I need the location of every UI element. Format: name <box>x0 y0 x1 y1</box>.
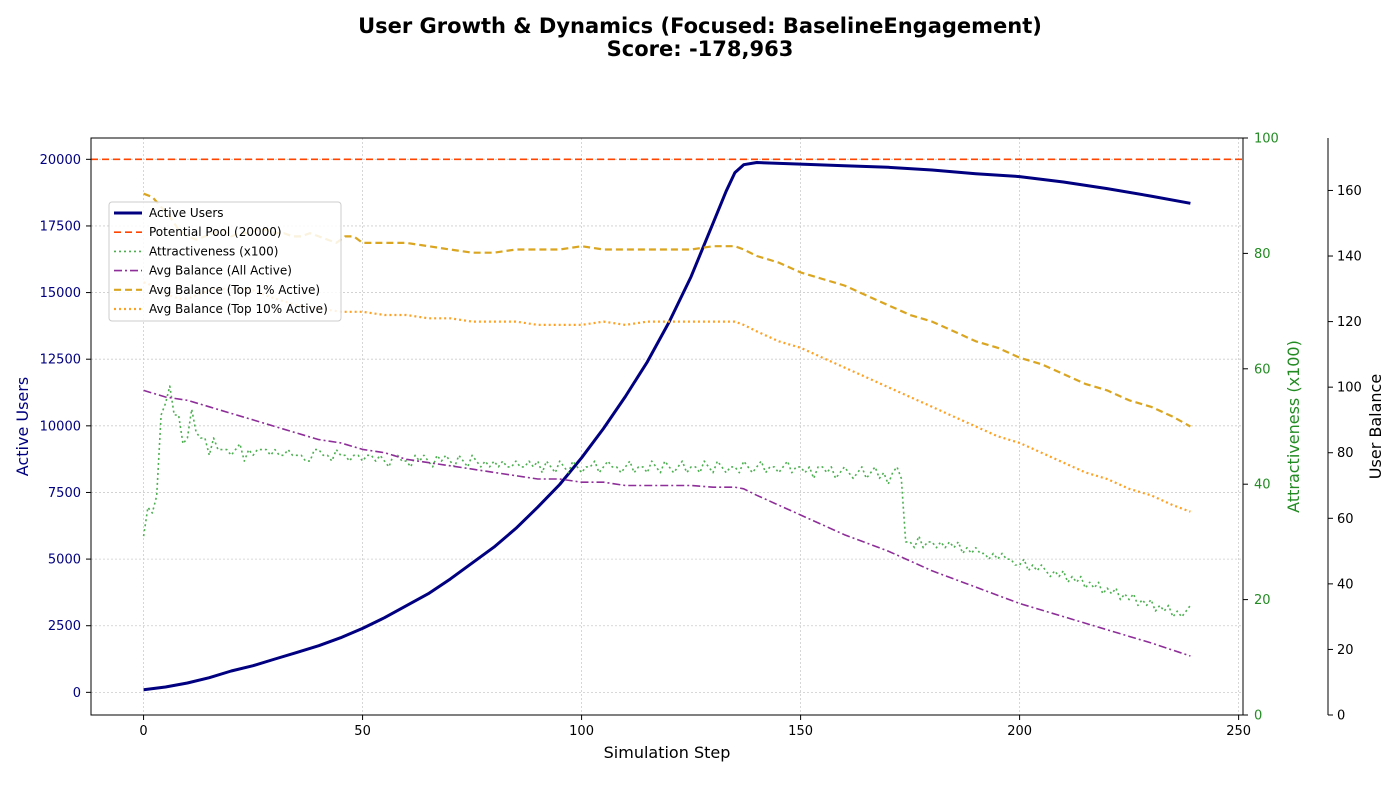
second-right-y-tick-label: 160 <box>1337 184 1362 199</box>
left-y-tick-label: 20000 <box>40 153 81 168</box>
grid-layer <box>91 138 1243 715</box>
right-y-tick-label: 0 <box>1254 709 1262 724</box>
x-tick-label: 0 <box>139 724 147 739</box>
second-right-y-tick-label: 140 <box>1337 250 1362 265</box>
second-right-y-axis-label: User Balance <box>1366 374 1385 479</box>
series-line-avg-balance-all-active <box>143 389 1191 657</box>
plot-frame <box>90 137 1244 716</box>
second-right-y-tick-label: 80 <box>1337 446 1354 461</box>
right-y-tick-label: 100 <box>1254 132 1279 147</box>
legend-label: Avg Balance (All Active) <box>149 264 292 278</box>
second-right-y-tick-label: 20 <box>1337 643 1354 658</box>
chart-subtitle: Score: -178,963 <box>607 37 794 61</box>
second-right-y-tick-label: 40 <box>1337 577 1354 592</box>
second-right-y-tick-label: 120 <box>1337 315 1362 330</box>
x-tick-label: 100 <box>569 724 594 739</box>
left-y-tick-label: 15000 <box>40 286 81 301</box>
legend-label: Avg Balance (Top 1% Active) <box>149 283 320 297</box>
left-y-tick-label: 2500 <box>48 619 81 634</box>
right-y-tick-label: 40 <box>1254 478 1271 493</box>
right-y-tick-label: 60 <box>1254 362 1271 377</box>
legend-box <box>108 201 342 322</box>
legend-label: Attractiveness (x100) <box>149 244 279 258</box>
legend-label: Potential Pool (20000) <box>149 225 282 239</box>
legend-label: Avg Balance (Top 10% Active) <box>149 302 328 316</box>
second-right-y-tick-label: 60 <box>1337 512 1354 527</box>
left-y-tick-label: 5000 <box>48 553 81 568</box>
x-tick-label: 150 <box>788 724 813 739</box>
left-y-axis-label: Active Users <box>13 377 32 476</box>
left-y-tick-label: 17500 <box>40 219 81 234</box>
legend: Active Users Potential Pool (20000) Attrac… <box>108 201 342 322</box>
series-line-active-users <box>143 161 1191 692</box>
x-axis-label: Simulation Step <box>604 743 731 762</box>
right-y-tick-label: 20 <box>1254 593 1271 608</box>
left-y-tick-label: 0 <box>73 686 81 701</box>
x-tick-label: 200 <box>1007 724 1032 739</box>
series-line-attractiveness-x100 <box>142 385 1192 618</box>
chart-title: User Growth & Dynamics (Focused: Baselin… <box>358 14 1042 38</box>
second-right-y-tick-label: 0 <box>1337 709 1345 724</box>
right-y-axis-label: Attractiveness (x100) <box>1284 340 1303 513</box>
legend-label: Active Users <box>149 206 224 220</box>
left-y-tick-label: 12500 <box>40 353 81 368</box>
right-y-tick-label: 80 <box>1254 247 1271 262</box>
left-y-tick-label: 7500 <box>48 486 81 501</box>
second-right-y-tick-label: 100 <box>1337 381 1362 396</box>
x-tick-label: 250 <box>1226 724 1251 739</box>
left-y-tick-label: 10000 <box>40 419 81 434</box>
x-tick-label: 50 <box>354 724 371 739</box>
